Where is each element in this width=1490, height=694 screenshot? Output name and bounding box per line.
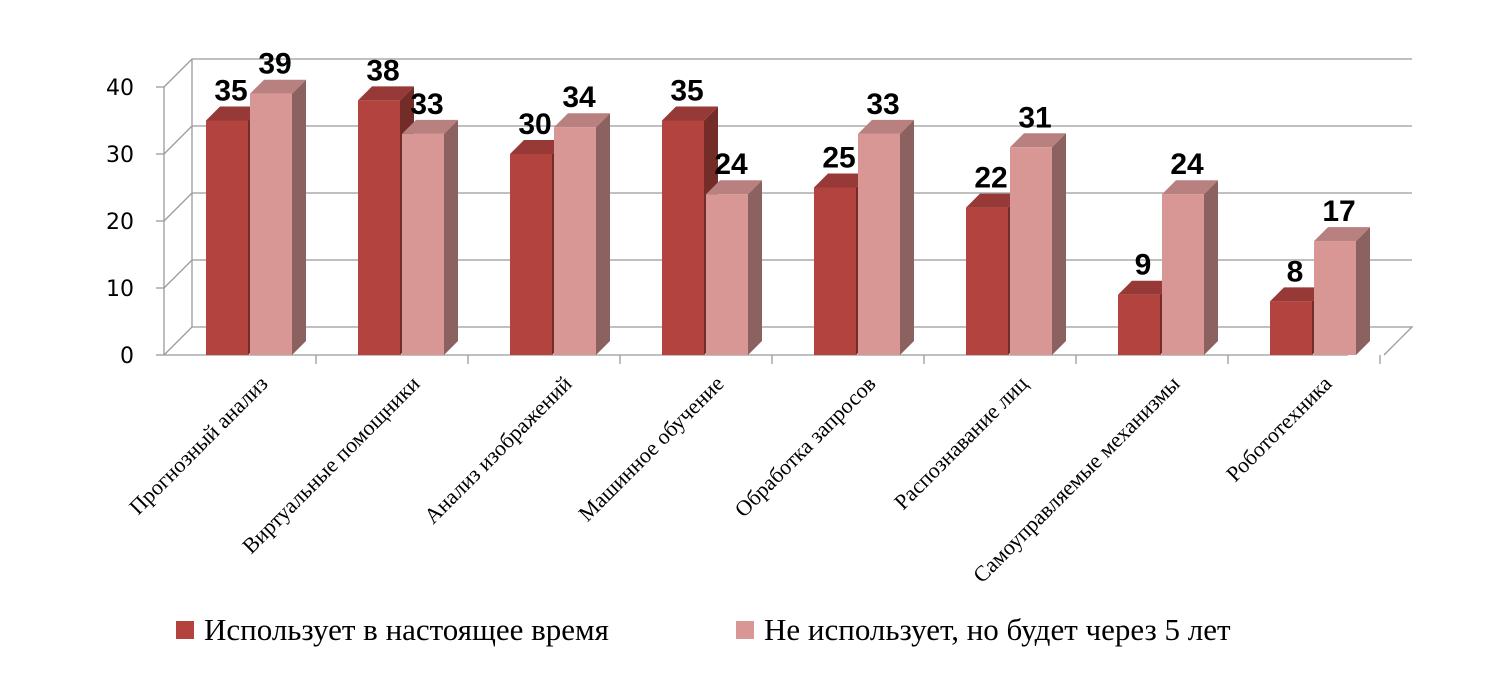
bar-front [1162, 194, 1204, 355]
bars [206, 79, 1370, 356]
bar-front [250, 93, 292, 355]
bar-future-0 [250, 79, 306, 355]
bar-side [900, 119, 914, 356]
bar-front [1314, 241, 1356, 355]
y-tick-label: 40 [106, 76, 134, 101]
x-tick-label: Анализ изображений [419, 371, 577, 529]
y-tick-label: 20 [106, 210, 134, 235]
y-axis: 0 10 20 30 40 [106, 76, 164, 369]
bar-side [292, 79, 306, 355]
chart-walls [163, 59, 1414, 356]
legend-swatch-current [176, 621, 194, 639]
gridlines [163, 58, 1412, 289]
bar-front [1010, 147, 1052, 355]
bar-top [1162, 180, 1218, 195]
legend-label-future: Не использует, но будет через 5 лет [764, 612, 1231, 647]
bar-top [1314, 227, 1370, 242]
bar-front [858, 133, 900, 355]
data-label: 34 [562, 81, 596, 114]
x-tick-label: Виртуальные помощники [237, 371, 425, 559]
bar-front [966, 207, 1008, 355]
bar-front [402, 133, 444, 355]
bar-chart: 0 10 20 30 40 35 39 38 33 30 34 35 24 25 33 22 31 9 24 8 17… [106, 48, 1414, 588]
bar-future-6 [1162, 180, 1218, 355]
gridline [163, 259, 1412, 289]
bar-future-7 [1314, 227, 1370, 355]
legend-swatch-future [736, 621, 754, 639]
bar-front [662, 120, 704, 355]
data-labels: 35 39 38 33 30 34 35 24 25 33 22 31 9 24 8 17 [214, 48, 1355, 289]
bar-future-3 [706, 180, 762, 355]
x-tick-label: Машинное обучение [573, 371, 728, 526]
bar-top [706, 180, 762, 195]
bar-top [858, 119, 914, 134]
data-label: 8 [1287, 255, 1304, 288]
bar-future-5 [1010, 133, 1066, 355]
legend: Использует в настоящее время Не использу… [0, 612, 1490, 656]
bar-front [358, 100, 400, 356]
legend-item-future: Не использует, но будет через 5 лет [736, 612, 1231, 648]
data-label: 25 [822, 142, 855, 175]
y-tick-label: 30 [106, 143, 134, 168]
bar-top [1270, 287, 1326, 302]
gridline [163, 58, 1412, 88]
bar-top [1010, 133, 1066, 148]
bar-side [748, 180, 762, 355]
bar-front [1118, 294, 1160, 355]
data-label: 22 [974, 162, 1007, 195]
bar-future-2 [554, 113, 610, 355]
bar-top [402, 119, 458, 134]
bar-top [250, 79, 306, 94]
bar-side [1356, 227, 1370, 355]
data-label: 30 [518, 108, 551, 141]
data-label: 35 [670, 75, 703, 108]
bar-future-1 [402, 119, 458, 356]
data-label: 35 [214, 75, 247, 108]
gridline [163, 125, 1412, 155]
bar-top [814, 173, 870, 188]
floor [163, 326, 1414, 356]
bar-top [554, 113, 610, 128]
x-tick-label: Обработка запросов [729, 371, 880, 522]
bar-top [1118, 280, 1174, 295]
bar-future-4 [858, 119, 914, 356]
legend-item-current: Использует в настоящее время [176, 612, 609, 648]
data-label: 9 [1135, 249, 1152, 282]
bar-side [444, 119, 458, 356]
data-label: 17 [1322, 195, 1355, 228]
data-label: 24 [1170, 148, 1204, 181]
bar-top [662, 106, 718, 121]
legend-label-current: Использует в настоящее время [204, 612, 609, 647]
bar-top [206, 106, 262, 121]
bar-front [706, 194, 748, 355]
x-tick-label: Распознавание лиц [889, 371, 1033, 515]
bar-top [510, 140, 566, 154]
bar-side [1204, 180, 1218, 355]
bar-top [358, 86, 414, 101]
bar-front [206, 120, 248, 355]
data-label: 24 [714, 148, 748, 181]
data-label: 31 [1018, 101, 1051, 134]
bar-front [814, 187, 856, 355]
bar-front [554, 127, 596, 355]
y-tick-label: 10 [106, 277, 134, 302]
bar-side [596, 113, 610, 355]
data-label: 33 [866, 88, 899, 121]
bar-front [1270, 301, 1312, 355]
data-label: 39 [258, 48, 291, 81]
bar-top [966, 193, 1022, 208]
bar-front [510, 154, 552, 355]
x-tick-label: Робототехника [1221, 371, 1337, 487]
data-label: 33 [410, 88, 443, 121]
data-label: 38 [366, 54, 399, 87]
x-tick-label: Прогнозный анализ [124, 371, 273, 520]
y-tick-label: 0 [120, 344, 134, 369]
gridline [163, 192, 1412, 222]
bar-side [1052, 133, 1066, 355]
